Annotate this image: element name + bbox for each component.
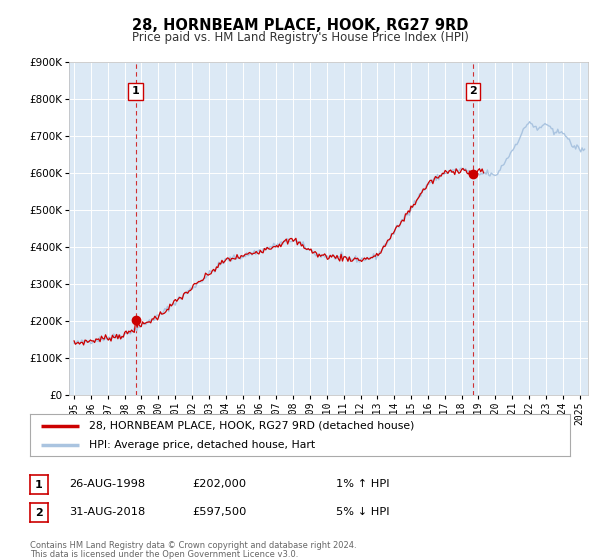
Text: 28, HORNBEAM PLACE, HOOK, RG27 9RD (detached house): 28, HORNBEAM PLACE, HOOK, RG27 9RD (deta… <box>89 421 415 431</box>
Text: 2: 2 <box>469 86 477 96</box>
Text: 28, HORNBEAM PLACE, HOOK, RG27 9RD: 28, HORNBEAM PLACE, HOOK, RG27 9RD <box>132 18 468 32</box>
Text: 1% ↑ HPI: 1% ↑ HPI <box>336 479 389 489</box>
Text: Price paid vs. HM Land Registry's House Price Index (HPI): Price paid vs. HM Land Registry's House … <box>131 31 469 44</box>
Text: HPI: Average price, detached house, Hart: HPI: Average price, detached house, Hart <box>89 440 316 450</box>
Text: 26-AUG-1998: 26-AUG-1998 <box>69 479 145 489</box>
Text: 1: 1 <box>131 86 139 96</box>
Text: 2: 2 <box>35 508 43 517</box>
Text: 5% ↓ HPI: 5% ↓ HPI <box>336 507 389 517</box>
Text: 1: 1 <box>35 480 43 489</box>
Text: This data is licensed under the Open Government Licence v3.0.: This data is licensed under the Open Gov… <box>30 550 298 559</box>
Text: £597,500: £597,500 <box>192 507 247 517</box>
Text: £202,000: £202,000 <box>192 479 246 489</box>
Text: 31-AUG-2018: 31-AUG-2018 <box>69 507 145 517</box>
Text: Contains HM Land Registry data © Crown copyright and database right 2024.: Contains HM Land Registry data © Crown c… <box>30 541 356 550</box>
